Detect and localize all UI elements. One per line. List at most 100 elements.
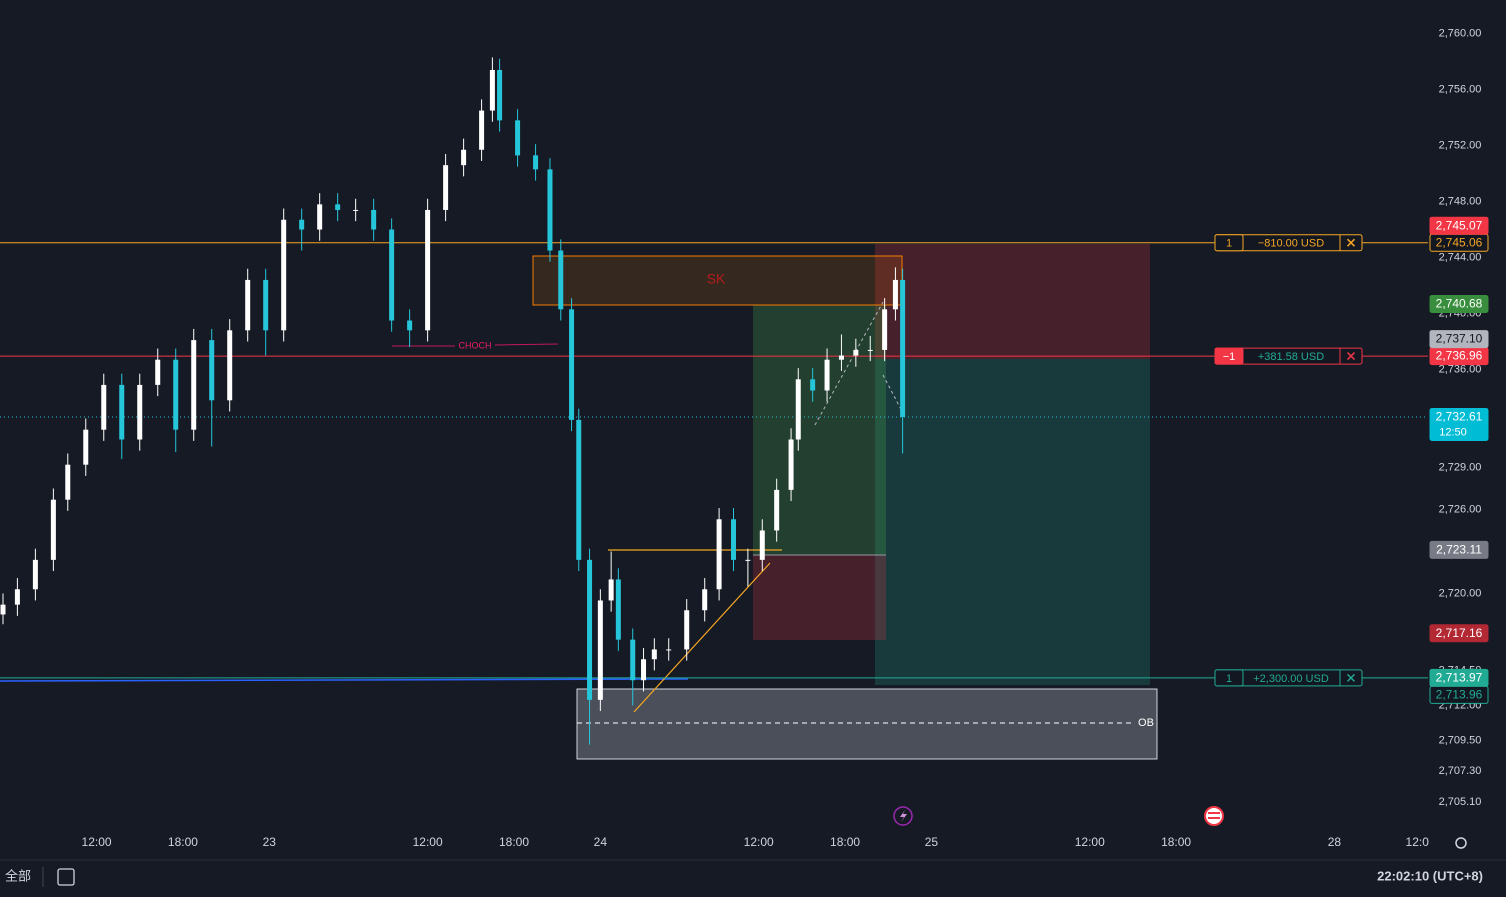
candle-body [597, 600, 603, 700]
x-tick-label: 12:00 [1075, 835, 1105, 849]
orders: 1 −810.00 USD −1 +381.58 USD 1 +2,300.00 USD [1214, 234, 1363, 687]
order-pnl: +2,300.00 USD [1253, 673, 1329, 685]
x-tick-label: 18:00 [168, 835, 198, 849]
order-close-icon [1346, 673, 1356, 682]
order-close-icon [1346, 352, 1356, 361]
x-tick-label: 18:00 [830, 835, 860, 849]
x-tick-label: 12:0 [1406, 835, 1430, 849]
blue-level-line [0, 678, 689, 682]
candle-body [900, 279, 906, 417]
price-tag [1429, 216, 1489, 235]
candle-body [759, 530, 765, 560]
candle-body [824, 359, 830, 391]
price-tag-countdown: 12:50 [1439, 426, 1467, 438]
order-close-icon [1346, 238, 1356, 247]
candle-body [155, 359, 161, 385]
candle-body [443, 165, 449, 210]
sk-zone [532, 255, 903, 306]
candle-body [173, 359, 179, 430]
price-tag-label: 2,713.96 [1436, 688, 1483, 702]
order-pnl: −810.00 USD [1258, 238, 1324, 250]
y-tick-label: 2,748.00 [1439, 195, 1482, 207]
candle-body [641, 659, 647, 681]
candle-body [702, 589, 708, 611]
ob-label: OB [1138, 717, 1154, 729]
choch-label: CHOCH [459, 340, 492, 350]
candle-body [0, 604, 6, 615]
price-tag-label: 2,745.06 [1436, 235, 1483, 249]
candle-body [547, 169, 553, 251]
y-tick-label: 2,752.00 [1439, 139, 1482, 151]
candle-body [191, 340, 197, 430]
candle-body [299, 219, 305, 230]
candle-body [716, 519, 722, 590]
candle-body [407, 320, 413, 331]
candle-body [227, 330, 233, 401]
x-tick-label: 24 [594, 835, 608, 849]
candle-body [353, 209, 359, 211]
y-tick-label: 2,705.10 [1439, 796, 1482, 808]
candle-body [730, 519, 736, 560]
price-tag-label: 2,737.10 [1436, 332, 1483, 346]
candle-body [745, 559, 751, 561]
short-stop-zone [875, 244, 1150, 359]
clock[interactable]: 22:02:10 (UTC+8) [1377, 868, 1483, 883]
candle-body [892, 279, 898, 310]
price-tag [1429, 295, 1489, 314]
candle-body [615, 579, 621, 640]
candle-body [684, 610, 690, 650]
range-button[interactable]: 全部 [5, 868, 31, 883]
candle-body [14, 589, 20, 605]
candle-body [853, 349, 859, 356]
x-tick-label: 12:00 [744, 835, 774, 849]
axes: 2,705.102,707.302,709.502,712.002,714.50… [82, 27, 1482, 849]
price-tag [1429, 685, 1489, 704]
long-target-zone [753, 305, 886, 555]
candle-body [479, 110, 485, 150]
candle-body [587, 559, 593, 700]
us-event-icon[interactable] [1204, 806, 1224, 826]
candle-body [569, 309, 575, 420]
price-tag [1429, 624, 1489, 643]
y-tick-label: 2,736.00 [1439, 363, 1482, 375]
choch-line [494, 343, 559, 346]
goto-date-icon[interactable] [57, 868, 75, 886]
price-tag-label: 2,736.96 [1436, 349, 1483, 363]
candle-body [515, 120, 521, 156]
candle-body [65, 464, 71, 500]
order-qty: 1 [1226, 673, 1232, 685]
candle-body [810, 379, 816, 391]
candle-body [666, 649, 672, 651]
x-tick-label: 18:00 [499, 835, 529, 849]
candle-body [788, 439, 794, 490]
order-qty: 1 [1226, 238, 1232, 250]
y-tick-label: 2,729.00 [1439, 461, 1482, 473]
candle-body [489, 69, 495, 111]
x-tick-label: 28 [1328, 835, 1342, 849]
candle-body [101, 384, 107, 430]
y-tick-label: 2,756.00 [1439, 83, 1482, 95]
long-stop-zone [753, 555, 886, 640]
candle-body [533, 155, 539, 170]
candle-body [245, 279, 251, 331]
event-icon[interactable] [893, 806, 913, 826]
candle-body [497, 69, 503, 121]
price-tag [1429, 540, 1489, 559]
x-tick-label: 12:00 [413, 835, 443, 849]
y-tick-label: 2,760.00 [1439, 27, 1482, 39]
candle-body [263, 279, 269, 331]
candle-body [774, 489, 780, 531]
candle-body [83, 429, 89, 465]
y-tick-label: 2,720.00 [1439, 587, 1482, 599]
candle-body [608, 579, 614, 601]
order-qty-box [1214, 669, 1244, 687]
settings-icon[interactable] [1455, 837, 1467, 849]
sk-label: SK [707, 271, 726, 287]
candle-body [317, 204, 323, 230]
candle-body [882, 309, 888, 350]
candle-body [558, 250, 564, 310]
candle-body [461, 149, 467, 166]
price-tags: 2,745.06 2,745.07 2,740.68 2,736.96 2,737.10… [1429, 216, 1489, 704]
